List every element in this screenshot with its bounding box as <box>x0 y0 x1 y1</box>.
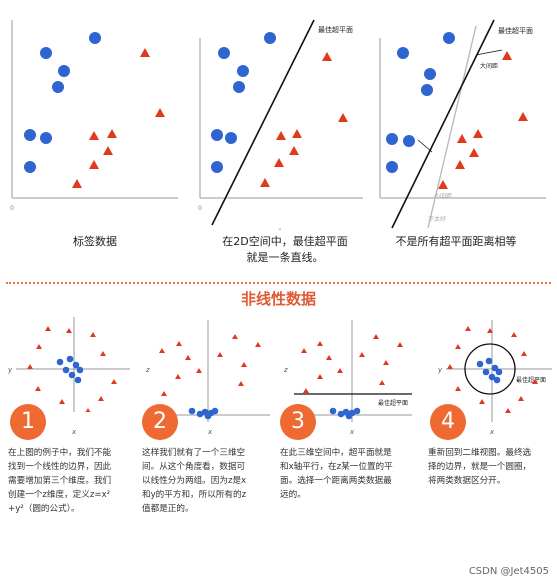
step-3-plot: 最佳超平面 z <box>283 320 412 424</box>
panel-labeled-data: 0 x 标签数据 <box>0 0 190 260</box>
step-1-badge: 1 <box>10 404 46 440</box>
description-line: 间。从这个角度看，数据可 <box>142 462 246 472</box>
labeled-data-plot: 0 x <box>10 20 178 234</box>
best-hyperplane-line <box>211 19 315 226</box>
blue-points <box>386 32 455 173</box>
origin-label: 0 <box>10 205 14 212</box>
blue-points <box>24 32 101 173</box>
x-label-strip: x <box>207 428 213 436</box>
blue-points <box>56 355 84 384</box>
red-points <box>438 51 528 189</box>
step-3-badge: 3 <box>280 404 316 440</box>
description-line: 重新回到二维视图。最终选 <box>428 448 532 458</box>
step-1-description: 在上图的例子中，我们不能 找到一个线性的边界，因此 需要增加第三个维度。我们 创… <box>8 446 136 516</box>
red-points <box>72 48 165 188</box>
description-line: 以线性分为两组。因为z是x <box>142 476 247 486</box>
description-line: 在此三维空间中，超平面就是 <box>280 448 392 458</box>
step-4-panel: 最佳超平面 y 4 x 重新回到二维视图。最终选 择的边界，就是一个圆圈， 将两… <box>418 312 557 552</box>
best-hyperplane-plot: 最佳超平面 0 x <box>198 19 363 234</box>
step-2-description: 这样我们就有了一个三维空 间。从这个角度看，数据可 以线性分为两组。因为z是x … <box>142 446 272 516</box>
not-good-label: 不太好 <box>428 215 446 223</box>
description-line: 创建一个z维度，定义z=x² <box>8 490 111 500</box>
big-gap-label: 大间距 <box>480 62 498 70</box>
origin-label: 0 <box>198 205 202 212</box>
red-points <box>27 326 117 413</box>
x-axis-label: x <box>278 227 282 230</box>
step-1-panel: y 1 x 在上图的例子中，我们不能 找到一个线性的边界，因此 需要增加第三个维… <box>0 312 140 552</box>
red-points <box>159 334 261 396</box>
caption-line: 在2D空间中，最佳超平面 <box>222 235 348 248</box>
red-points <box>301 334 403 393</box>
caption-line: 标签数据 <box>73 235 117 248</box>
description-line: 这样我们就有了一个三维空 <box>142 448 246 458</box>
caption-line: 就是一条直线。 <box>246 251 324 264</box>
x-axis-label: x <box>349 428 355 436</box>
red-points <box>447 326 538 413</box>
description-line: 需要增加第三个维度。我们 <box>8 476 112 486</box>
description-line: 远的。 <box>280 490 306 500</box>
small-margin-indicator <box>417 139 433 153</box>
description-line: 在上图的例子中，我们不能 <box>8 448 112 458</box>
description-line: +y²（圆的公式）。 <box>8 504 80 514</box>
hyperplane-label: 最佳超平面 <box>516 376 546 384</box>
circular-boundary <box>464 343 516 395</box>
x-label-strip: x <box>71 428 77 436</box>
blue-points <box>329 407 361 420</box>
panel-unequal-distances: 最佳超平面 大间距 小间距 不太好 不是所有超平面距离相等 <box>370 0 557 270</box>
caption-line: 不是所有超平面距离相等 <box>395 235 517 248</box>
watermark: CSDN @Jet4505 <box>468 566 549 577</box>
big-margin-indicator <box>475 49 503 56</box>
description-line: 找到一个线性的边界，因此 <box>8 462 112 472</box>
y-axis-label: z <box>283 366 288 374</box>
description-line: 和x轴平行，在z某一位置的平 <box>280 462 393 472</box>
description-line: 面。选择一个距离两类数据最 <box>280 476 392 486</box>
step-4-plot: 最佳超平面 y <box>437 320 552 424</box>
step-3-description: 在此三维空间中，超平面就是 和x轴平行，在z某一位置的平 面。选择一个距离两类数… <box>280 446 416 502</box>
small-gap-label: 小间距 <box>434 192 452 200</box>
x-axis-label: x <box>71 428 77 436</box>
step-4-description: 重新回到二维视图。最终选 择的边界，就是一个圆圈， 将两类数据区分开。 <box>428 446 556 488</box>
section-title: 非线性数据 <box>240 290 316 308</box>
hyperplane-label: 最佳超平面 <box>498 26 533 35</box>
hyperplane-label: 最佳超平面 <box>378 399 408 407</box>
hyperplane-label: 最佳超平面 <box>318 25 353 34</box>
step-2-badge: 2 <box>142 404 178 440</box>
blue-points <box>476 357 503 384</box>
step-3-panel: 最佳超平面 z 3 x 在此三维空间中，超平面就是 和x轴平行，在z某一位置的平… <box>278 312 418 552</box>
caption-unequal-distances: 不是所有超平面距离相等 <box>370 234 542 250</box>
description-line: 值都是正的。 <box>142 504 194 514</box>
step-4-badge: 4 <box>430 404 466 440</box>
y-axis-label: y <box>7 366 13 374</box>
y-axis-label: y <box>437 366 443 374</box>
unequal-distance-plot: 最佳超平面 大间距 小间距 不太好 <box>379 19 546 229</box>
x-axis-label: x <box>489 428 495 436</box>
red-points <box>260 52 348 187</box>
description-line: 择的边界，就是一个圆圈， <box>428 462 532 472</box>
section-divider <box>6 282 551 284</box>
alternative-hyperplane-line <box>427 25 477 229</box>
panel-best-hyperplane-2d: 最佳超平面 0 x 在2D空间中，最佳超平面 就是一条直线。 <box>190 0 370 270</box>
x-label-strip: x <box>349 428 355 436</box>
blue-points <box>188 407 219 420</box>
step-1-plot: y <box>7 317 130 417</box>
description-line: 和y的平方和，所以所有的z <box>142 490 247 500</box>
x-label-strip: x <box>489 428 495 436</box>
x-axis-label: x <box>207 428 213 436</box>
blue-points <box>211 32 276 173</box>
description-line: 将两类数据区分开。 <box>428 476 506 486</box>
caption-best-hyperplane: 在2D空间中，最佳超平面 就是一条直线。 <box>190 234 380 266</box>
caption-labeled-data: 标签数据 <box>0 234 190 250</box>
step-2-panel: z 2 x 这样我们就有了一个三维空 间。从这个角度看，数据可 以线性分为两组。… <box>140 312 278 552</box>
y-axis-label: z <box>145 366 150 374</box>
